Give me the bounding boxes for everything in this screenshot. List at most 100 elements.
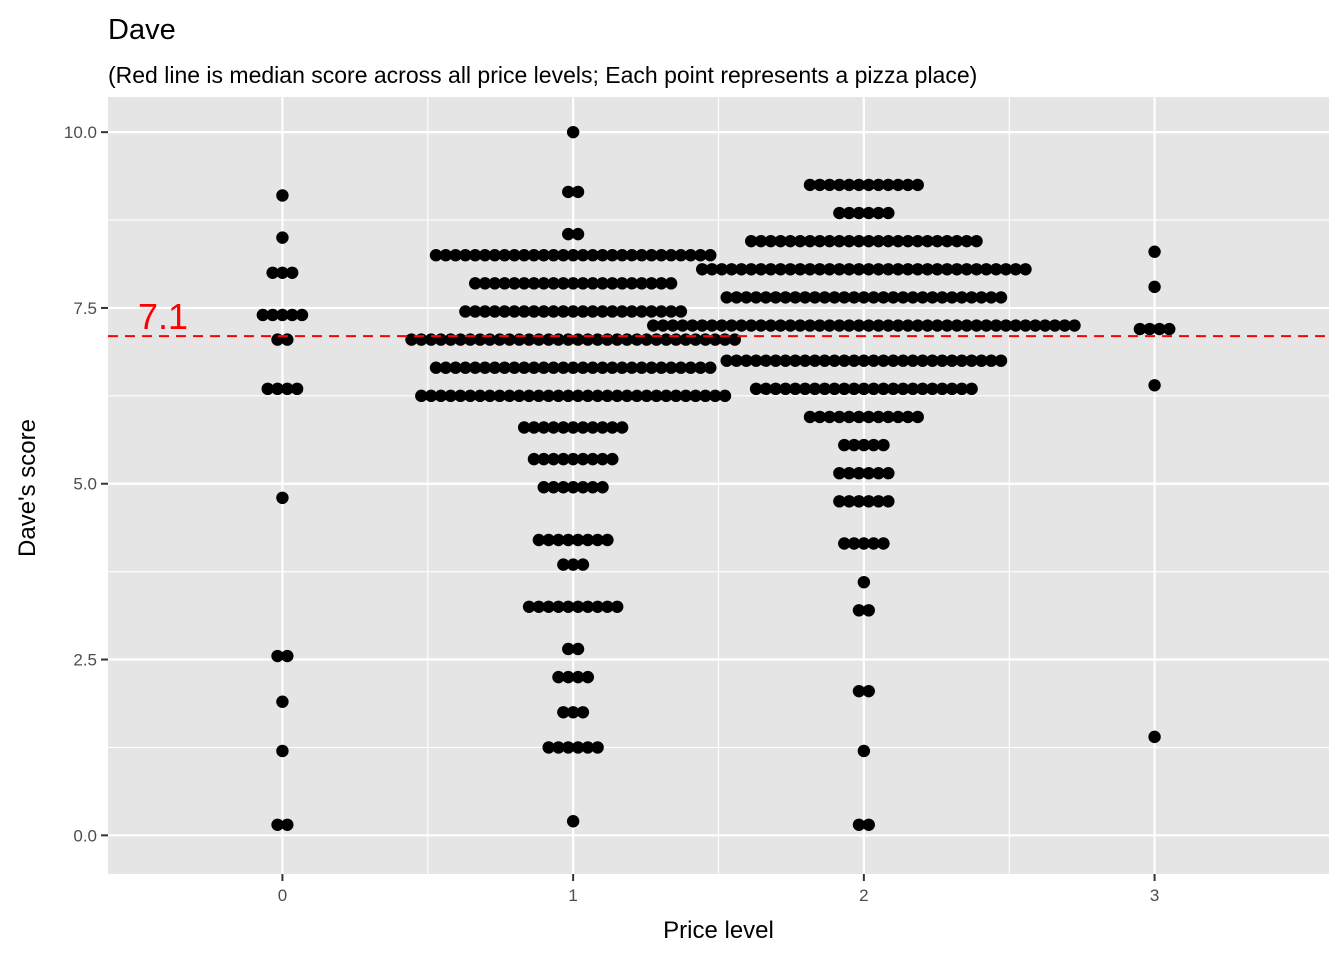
data-point [891, 234, 905, 248]
data-point [276, 266, 289, 279]
data-point [586, 481, 599, 494]
chart-title: Dave [108, 14, 176, 46]
data-point [931, 319, 944, 332]
data-point [557, 481, 570, 494]
data-point [813, 410, 826, 424]
data-point [823, 234, 836, 248]
data-point [261, 382, 274, 396]
data-point [571, 600, 585, 613]
data-point [566, 558, 580, 571]
data-point [896, 291, 910, 304]
data-point [1143, 322, 1156, 336]
data-point [478, 305, 492, 318]
data-point [852, 818, 866, 831]
data-point [464, 389, 477, 403]
data-point [901, 234, 915, 248]
data-point [965, 382, 978, 396]
data-point [740, 354, 753, 367]
data-point [522, 600, 536, 613]
data-point [926, 291, 939, 304]
data-point [769, 291, 782, 304]
data-point [764, 263, 777, 276]
data-point [281, 818, 294, 831]
data-point [295, 308, 309, 322]
data-point [557, 305, 570, 318]
data-point [645, 249, 658, 262]
data-point [596, 305, 609, 318]
data-point [271, 649, 284, 663]
data-point [674, 249, 688, 262]
data-point [286, 308, 299, 322]
data-point [852, 604, 866, 617]
data-point [468, 361, 482, 374]
data-point [838, 291, 851, 304]
data-point [562, 600, 575, 613]
data-point [999, 263, 1013, 276]
chart-subtitle: (Red line is median score across all pri… [108, 62, 977, 88]
data-point [473, 389, 487, 403]
data-point [547, 481, 560, 494]
data-point [862, 818, 875, 831]
data-point [694, 249, 707, 262]
data-point [664, 361, 678, 374]
data-point [705, 263, 719, 276]
data-point [735, 319, 748, 332]
data-point [857, 537, 871, 550]
data-point [872, 234, 885, 248]
data-point [620, 389, 634, 403]
data-point [498, 249, 511, 262]
data-point [725, 319, 738, 332]
data-point [601, 389, 614, 403]
data-point [931, 263, 944, 276]
data-point [537, 305, 550, 318]
data-point [798, 354, 812, 367]
data-point [877, 291, 890, 304]
data-point [936, 382, 949, 396]
data-point [882, 263, 895, 276]
data-point [429, 361, 443, 374]
data-point [424, 389, 438, 403]
data-point [980, 263, 993, 276]
data-point [1163, 322, 1176, 336]
data-point [557, 452, 570, 466]
data-point [940, 234, 954, 248]
data-point [459, 249, 472, 262]
data-point [833, 466, 846, 480]
data-point [557, 249, 570, 262]
data-point [1048, 319, 1062, 332]
data-point [1068, 319, 1081, 332]
data-point [276, 231, 289, 244]
data-point [596, 277, 609, 290]
data-point [803, 319, 817, 332]
data-point [468, 277, 482, 290]
data-point [847, 438, 861, 452]
data-point [655, 249, 668, 262]
data-point [926, 354, 939, 367]
data-point [557, 558, 570, 571]
data-point [803, 263, 817, 276]
data-point [818, 291, 831, 304]
data-point [513, 389, 526, 403]
data-point [911, 263, 924, 276]
data-point [862, 178, 875, 192]
data-point [557, 361, 570, 374]
data-point [571, 185, 585, 199]
data-point [547, 277, 560, 290]
data-point [779, 382, 792, 396]
data-point [581, 533, 595, 547]
data-point [852, 684, 866, 698]
y-tick-label: 2.5 [73, 651, 97, 670]
data-point [896, 382, 910, 396]
data-point [591, 389, 604, 403]
data-point [720, 291, 733, 304]
data-point [576, 558, 590, 571]
data-point [833, 206, 846, 220]
data-point [862, 206, 875, 220]
data-point [1009, 319, 1022, 332]
data-point [906, 382, 920, 396]
data-point [581, 741, 595, 754]
data-point [1148, 379, 1161, 392]
data-point [576, 421, 590, 434]
data-point [838, 438, 851, 452]
x-tick-label: 0 [278, 886, 287, 905]
